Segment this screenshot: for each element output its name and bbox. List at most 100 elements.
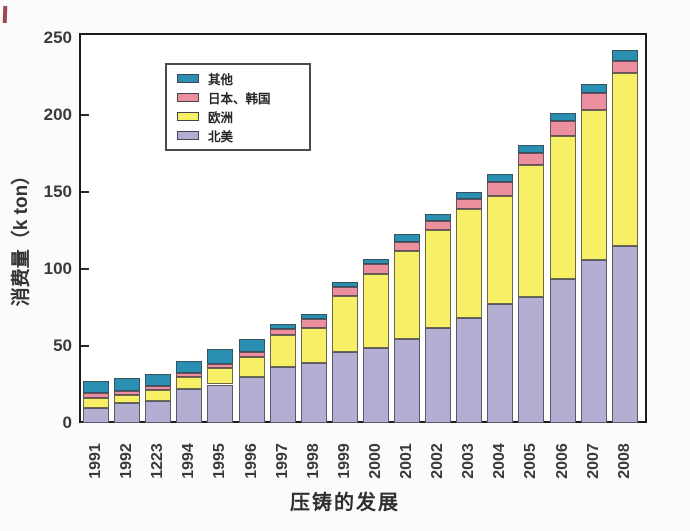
bar-segment-北美-2000 (362, 347, 389, 423)
bar-segment-欧洲-2002 (425, 229, 452, 328)
bar-segment-其他-1998 (300, 313, 327, 320)
bar-segment-其他-2007 (580, 84, 607, 93)
x-tick-label-1995: 1995 (211, 443, 229, 479)
bar-segment-欧洲-2001 (394, 251, 420, 340)
y-tick-label: 50 (53, 336, 72, 355)
bar-segment-北美-2008 (611, 245, 638, 423)
bar-segment-日本、韩国-1994 (176, 372, 203, 377)
legend-swatch-icon (177, 131, 199, 140)
bar-segment-日本、韩国-1999 (331, 287, 358, 296)
bar-segment-其他-1223 (145, 373, 172, 387)
y-tick-label: 150 (43, 182, 72, 201)
bar-segment-欧洲-1997 (269, 335, 296, 367)
bar-segment-日本、韩国-2006 (549, 121, 576, 136)
x-tick-label-1998: 1998 (304, 443, 322, 479)
bar-segment-欧洲-2005 (518, 165, 545, 297)
y-axis-label: 消费量（k ton） (11, 165, 32, 307)
bar-segment-日本、韩国-1997 (269, 329, 296, 336)
bar-segment-其他-1995 (207, 349, 234, 364)
bar-segment-北美-1994 (176, 389, 203, 423)
bar-segment-欧洲-2006 (549, 135, 576, 279)
bar-segment-北美-1998 (300, 362, 327, 423)
bar-segment-日本、韩国-2001 (394, 242, 420, 252)
legend-item: 欧洲 (177, 109, 303, 125)
bar-segment-日本、韩国-1998 (300, 319, 327, 328)
x-tick-label-2000: 2000 (366, 443, 384, 479)
bar-segment-其他-2000 (362, 258, 389, 265)
x-tick-label-1997: 1997 (273, 443, 291, 479)
y-tick-label: 250 (43, 28, 72, 47)
bar-segment-北美-2003 (456, 318, 483, 423)
legend-item: 日本、韩国 (177, 90, 303, 106)
x-axis-label: 压铸的发展 (290, 492, 400, 514)
bar-segment-北美-1223 (145, 401, 172, 423)
legend-item: 其他 (177, 71, 303, 87)
y-tick-mark (81, 114, 89, 116)
y-tick-label: 100 (43, 259, 72, 278)
bar-segment-日本、韩国-2007 (580, 92, 607, 111)
bar-segment-欧洲-1998 (300, 327, 327, 363)
bar-segment-北美-1997 (269, 366, 296, 423)
bar-segment-日本、韩国-2005 (518, 152, 545, 166)
x-tick-label-2004: 2004 (491, 443, 509, 479)
bar-segment-日本、韩国-1996 (238, 352, 265, 357)
bar-segment-欧洲-1992 (114, 395, 141, 403)
x-tick-label-1991: 1991 (87, 443, 104, 479)
bar-segment-北美-1992 (114, 402, 141, 423)
legend-swatch-icon (177, 93, 199, 102)
y-tick-mark (81, 345, 89, 347)
bar-segment-其他-2004 (487, 173, 514, 182)
bar-segment-日本、韩国-2004 (487, 181, 514, 196)
legend-label: 其他 (208, 73, 234, 87)
bar-segment-日本、韩国-2000 (362, 264, 389, 274)
bar-segment-欧洲-2003 (456, 208, 483, 319)
bar-segment-其他-1991 (83, 381, 109, 393)
red-edge-artifact (2, 5, 8, 24)
bar-segment-其他-2002 (425, 213, 452, 222)
bar-segment-其他-2005 (518, 145, 545, 153)
x-tick-label-2002: 2002 (429, 443, 447, 479)
bar-segment-北美-2002 (425, 327, 452, 423)
bar-segment-欧洲-1994 (176, 376, 203, 390)
legend-swatch-icon (177, 74, 199, 83)
x-tick-label-2007: 2007 (584, 443, 602, 479)
x-tick-label-2003: 2003 (460, 443, 478, 479)
bar-segment-欧洲-1223 (145, 389, 172, 402)
bar-segment-北美-2007 (580, 259, 607, 423)
bar-segment-其他-1996 (238, 339, 265, 353)
bar-segment-其他-2008 (611, 50, 638, 62)
bar-segment-北美-2004 (487, 303, 514, 423)
x-tick-label-1994: 1994 (180, 443, 198, 479)
legend-label: 欧洲 (208, 111, 234, 125)
bar-segment-欧洲-2000 (362, 273, 389, 348)
bar-segment-欧洲-1995 (207, 367, 234, 385)
bar-segment-其他-1992 (114, 378, 141, 391)
x-tick-label-2008: 2008 (615, 443, 633, 479)
bar-segment-日本、韩国-1995 (207, 363, 234, 368)
legend-label: 日本、韩国 (208, 92, 271, 106)
bar-segment-日本、韩国-1991 (83, 392, 109, 398)
bar-segment-欧洲-1996 (238, 356, 265, 377)
bar-segment-日本、韩国-2003 (456, 198, 483, 209)
bar-segment-欧洲-1991 (83, 397, 109, 409)
x-tick-label-2005: 2005 (522, 443, 540, 479)
bar-segment-欧洲-2008 (611, 73, 638, 246)
bar-segment-北美-1991 (83, 408, 109, 423)
x-tick-label-1992: 1992 (118, 443, 136, 479)
bar-segment-北美-2005 (518, 296, 545, 423)
x-tick-label-2001: 2001 (398, 443, 415, 479)
bar-segment-其他-1997 (269, 323, 296, 330)
bar-segment-其他-1994 (176, 360, 203, 373)
bar-segment-日本、韩国-2002 (425, 221, 452, 230)
x-tick-label-1999: 1999 (335, 443, 353, 479)
bar-segment-其他-2003 (456, 192, 483, 199)
x-tick-label-1996: 1996 (242, 443, 260, 479)
bar-segment-日本、韩国-1992 (114, 390, 141, 396)
x-tick-label-1223: 1223 (149, 443, 167, 479)
x-tick-label-2006: 2006 (553, 443, 571, 479)
y-tick-label: 200 (43, 105, 72, 124)
bar-segment-其他-2006 (549, 112, 576, 122)
bar-segment-欧洲-2004 (487, 195, 514, 304)
bar-segment-欧洲-2007 (580, 110, 607, 260)
